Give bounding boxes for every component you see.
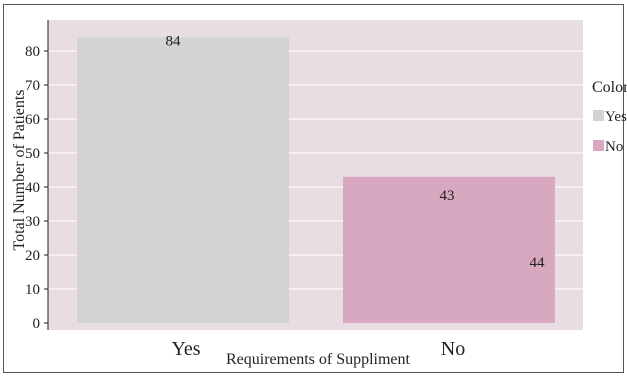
y-axis-label: Total Number of Patients xyxy=(11,89,28,250)
y-tick-label: 30 xyxy=(25,214,40,230)
x-tick-label: No xyxy=(441,338,465,360)
plot-area: 84 43 44 xyxy=(48,20,583,330)
annotation-label: 44 xyxy=(530,255,546,271)
x-axis-label: Requirements of Suppliment xyxy=(226,351,411,368)
y-tick-label: 20 xyxy=(25,248,40,264)
x-tick-label: Yes xyxy=(171,338,200,360)
data-label: 43 xyxy=(440,188,455,204)
data-labels: 84 43 44 xyxy=(166,33,546,270)
y-tick-label: 80 xyxy=(25,44,40,60)
y-axis: 0 10 20 30 40 50 60 70 80 xyxy=(25,44,48,332)
bar-yes xyxy=(77,37,289,324)
y-tick-label: 10 xyxy=(25,282,40,298)
y-tick-label: 70 xyxy=(25,78,40,94)
legend-swatch xyxy=(593,140,604,151)
bars xyxy=(77,37,555,324)
legend-title: Color xyxy=(592,79,627,96)
legend-swatch xyxy=(593,110,604,121)
x-axis: Yes No xyxy=(171,338,465,360)
y-tick-label: 0 xyxy=(33,316,41,332)
y-tick-label: 40 xyxy=(25,180,40,196)
y-tick-label: 60 xyxy=(25,112,40,128)
chart-border xyxy=(3,4,624,373)
legend-entry-label: Yes xyxy=(605,109,627,125)
data-label: 84 xyxy=(166,33,182,49)
y-tick-label: 50 xyxy=(25,146,40,162)
bar-no xyxy=(343,176,555,323)
legend-entry-label: No xyxy=(605,139,623,155)
legend: Color Yes No xyxy=(592,79,627,155)
